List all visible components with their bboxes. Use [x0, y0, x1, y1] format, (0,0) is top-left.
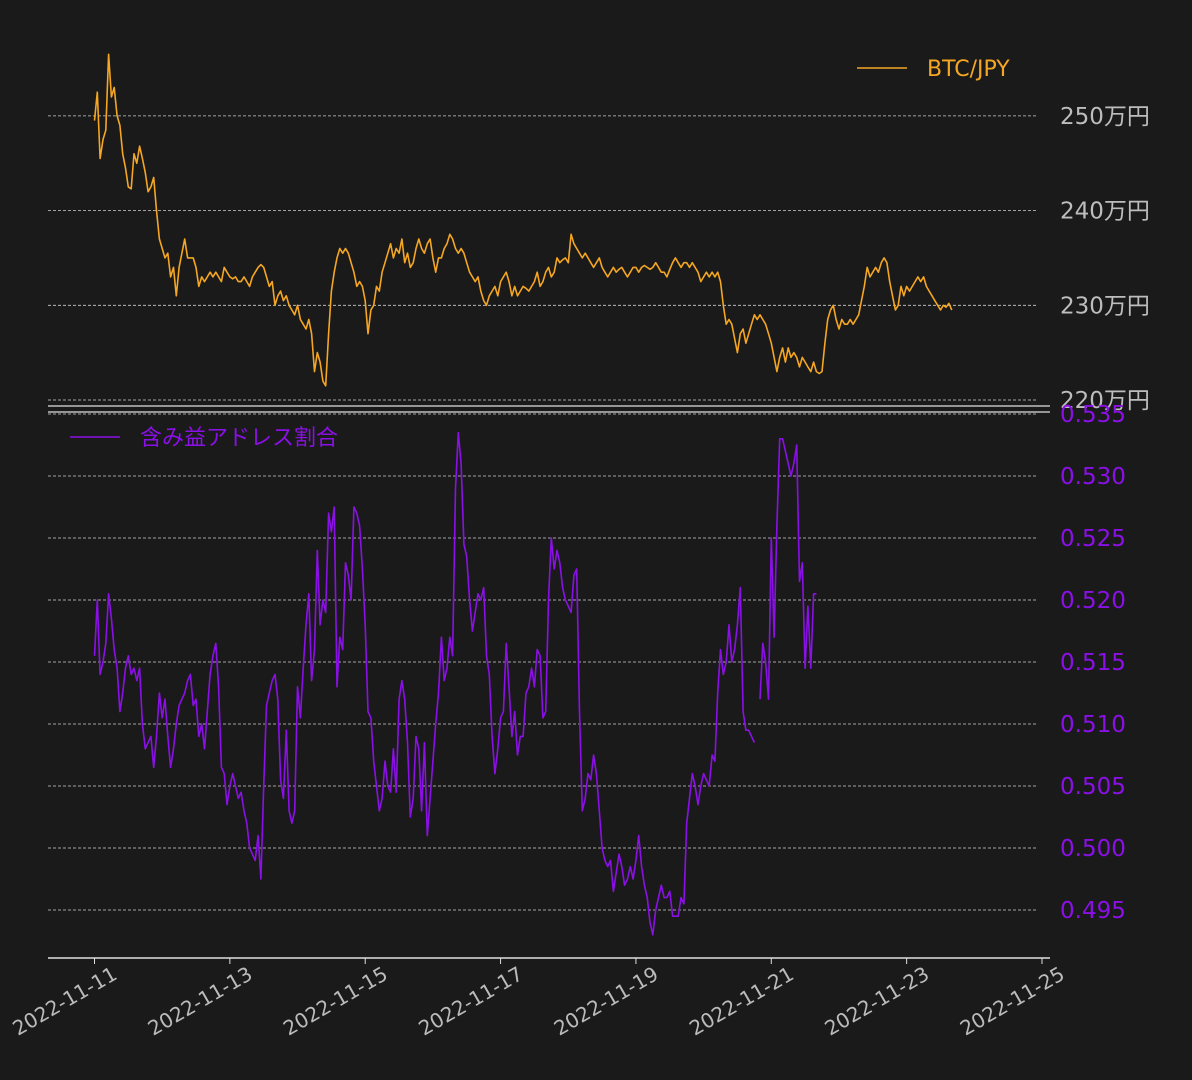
- ratio-y-tick-label: 0.510: [1060, 712, 1126, 738]
- ratio-y-tick-label: 0.525: [1060, 526, 1126, 552]
- ratio-legend-label: 含み益アドレス割合: [140, 426, 338, 451]
- x-tick-label: 2022-11-23: [820, 962, 933, 1041]
- x-tick-label: 2022-11-19: [550, 962, 663, 1041]
- ratio-y-tick-label: 0.505: [1060, 774, 1126, 800]
- btc-jpy-line: [93, 53, 953, 387]
- btc-legend-label: BTC/JPY: [927, 57, 1010, 82]
- ratio-y-tick-label: 0.515: [1060, 650, 1126, 676]
- x-tick-label: 2022-11-21: [685, 962, 798, 1041]
- btc-y-tick-label: 240万円: [1060, 199, 1150, 225]
- x-tick-label: 2022-11-11: [8, 962, 121, 1041]
- btc-y-tick-label: 230万円: [1060, 293, 1150, 319]
- btc-y-tick-label: 250万円: [1060, 104, 1150, 130]
- ratio-y-tick-label: 0.530: [1060, 464, 1126, 490]
- x-tick-label: 2022-11-13: [144, 962, 257, 1041]
- btc-y-tick-label: 220万円: [1060, 388, 1150, 414]
- profitable-address-ratio-line: [93, 431, 817, 936]
- ratio-y-tick-label: 0.500: [1060, 836, 1126, 862]
- x-tick-label: 2022-11-17: [414, 962, 527, 1041]
- ratio-y-tick-label: 0.535: [1060, 402, 1126, 428]
- ratio-y-tick-label: 0.495: [1060, 898, 1126, 924]
- x-tick-label: 2022-11-25: [956, 962, 1069, 1041]
- x-tick-label: 2022-11-15: [279, 962, 392, 1041]
- ratio-y-tick-label: 0.520: [1060, 588, 1126, 614]
